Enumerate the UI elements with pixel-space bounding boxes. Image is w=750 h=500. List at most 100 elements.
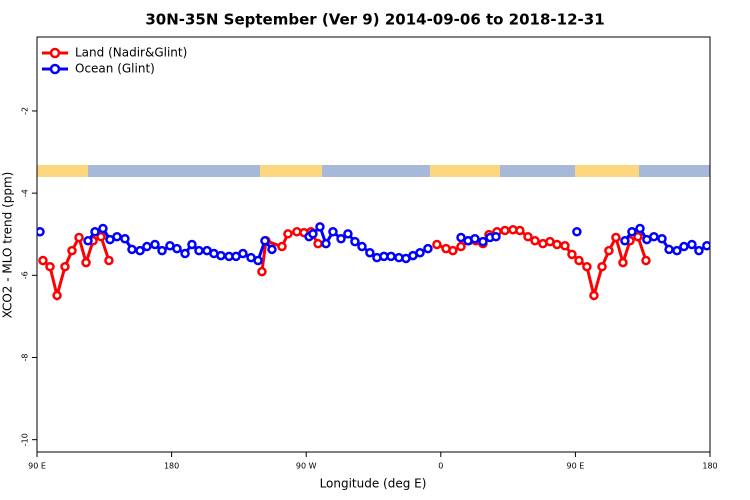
point [657, 233, 667, 244]
legend: Land (Nadir&Glint) Ocean (Glint) [42, 46, 187, 76]
point [649, 231, 659, 242]
point [523, 231, 533, 242]
point [589, 290, 599, 301]
point [90, 227, 100, 237]
point [112, 231, 122, 242]
point [81, 257, 91, 268]
point [180, 248, 190, 259]
chart-title: 30N-35N September (Ver 9) 2014-09-06 to … [145, 11, 604, 29]
x-tick-label: 90 E [28, 462, 46, 471]
point [283, 229, 293, 239]
point [260, 236, 270, 246]
x-tick-label: 180 [164, 462, 179, 471]
point [150, 239, 160, 250]
point [470, 233, 480, 244]
point [574, 255, 584, 266]
y-tick-label: -2 [21, 107, 30, 115]
point [567, 249, 577, 260]
point [343, 229, 353, 239]
point [96, 231, 106, 242]
legend-marker [49, 47, 61, 59]
point [423, 243, 433, 254]
point [702, 240, 710, 251]
point [357, 241, 367, 252]
point [679, 241, 689, 252]
point [515, 225, 525, 236]
point [635, 223, 645, 234]
point [582, 261, 592, 272]
point [127, 244, 137, 255]
land-strip [430, 165, 500, 177]
point [604, 245, 614, 256]
point [627, 227, 637, 237]
y-tick-label: -8 [21, 354, 30, 362]
point [238, 248, 248, 259]
point [74, 232, 84, 243]
point [187, 239, 197, 250]
point [315, 222, 325, 232]
point [560, 240, 570, 251]
point [611, 232, 621, 243]
point [386, 251, 396, 262]
point [83, 236, 93, 246]
point [157, 245, 167, 256]
point [694, 245, 704, 256]
point [633, 231, 643, 242]
point [37, 227, 45, 237]
plot-frame [36, 36, 711, 453]
legend-label: Ocean (Glint) [75, 62, 155, 76]
point [60, 261, 70, 272]
point [38, 255, 48, 266]
x-tick-label: 0 [438, 462, 443, 471]
land-strip [37, 165, 88, 177]
point [672, 245, 682, 256]
point [313, 238, 323, 249]
y-tick-label: -10 [21, 433, 30, 446]
x-tick-label: 90 E [567, 462, 585, 471]
point [620, 236, 630, 246]
point [172, 243, 182, 254]
point [194, 245, 204, 256]
land-strip [260, 165, 322, 177]
point [45, 261, 55, 272]
legend-marker [49, 63, 61, 75]
y-axis-label: XCO2 - MLO trend (ppm) [1, 172, 15, 319]
point [267, 244, 277, 255]
point [415, 247, 425, 258]
x-tick-label: 180 [702, 462, 717, 471]
x-axis-label: Longitude (deg E) [320, 477, 427, 491]
point [491, 231, 501, 242]
point [67, 245, 77, 256]
y-tick-label: -4 [21, 189, 30, 197]
point [253, 255, 263, 266]
point [142, 241, 152, 252]
point [350, 236, 360, 247]
y-tick-label: -6 [21, 271, 30, 279]
point [432, 239, 442, 250]
point [104, 255, 114, 266]
point [257, 266, 267, 277]
ocean-strip [37, 165, 710, 177]
land-strip [575, 165, 639, 177]
point [448, 245, 458, 256]
point [456, 241, 466, 252]
point [641, 255, 651, 266]
plot-area [37, 222, 710, 302]
point [308, 229, 318, 239]
point [478, 236, 488, 247]
point [365, 247, 375, 258]
point [500, 225, 510, 236]
point [552, 239, 562, 250]
point [52, 290, 62, 301]
point [456, 232, 466, 243]
point [618, 257, 628, 268]
point [597, 261, 607, 272]
point [530, 236, 540, 246]
point [216, 250, 226, 261]
point [687, 239, 697, 250]
point [328, 227, 338, 237]
legend-label: Land (Nadir&Glint) [75, 46, 187, 60]
point [336, 233, 346, 244]
point [277, 241, 287, 252]
